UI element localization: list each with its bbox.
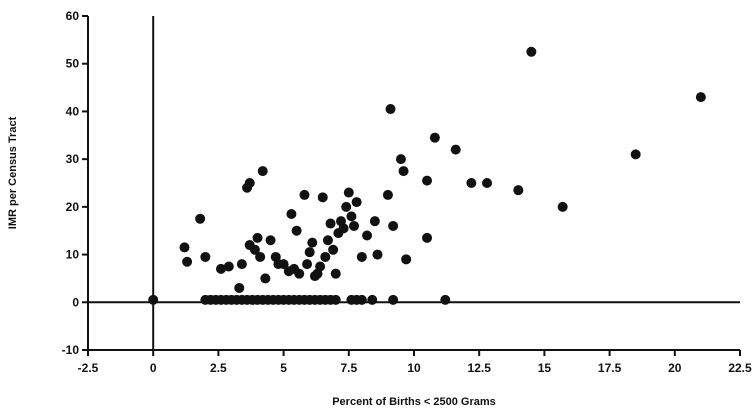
data-point	[317, 192, 328, 203]
data-points	[148, 46, 706, 305]
data-point	[223, 261, 234, 272]
data-point	[302, 259, 313, 270]
data-point	[395, 154, 406, 165]
data-point	[294, 268, 305, 279]
data-point	[513, 185, 524, 196]
x-tick-label: 7.5	[340, 361, 357, 375]
data-point	[304, 247, 315, 258]
data-point	[236, 259, 247, 270]
data-point	[557, 201, 568, 212]
x-tick-label: 0	[150, 361, 157, 375]
data-point	[249, 244, 260, 255]
data-point	[307, 237, 318, 248]
data-point	[216, 263, 227, 274]
data-point	[398, 166, 409, 177]
y-tick-label: 30	[66, 152, 80, 166]
data-point	[179, 242, 190, 253]
reference-lines	[87, 16, 740, 351]
data-point	[422, 232, 433, 243]
y-tick-label: 0	[72, 295, 79, 309]
y-axis-ticks: -10 0 10 20 30 40 50 60	[62, 9, 88, 357]
data-point	[356, 294, 367, 305]
data-point	[260, 273, 271, 284]
data-point	[234, 282, 245, 293]
data-point	[255, 251, 266, 262]
data-point	[341, 201, 352, 212]
y-axis-title: IMR per Census Tract	[7, 116, 19, 229]
data-point	[322, 235, 333, 246]
data-point	[388, 220, 399, 231]
y-tick-label: 40	[66, 104, 80, 118]
data-point	[440, 294, 451, 305]
x-tick-label: 15	[538, 361, 552, 375]
data-point	[372, 249, 383, 260]
data-point	[369, 216, 380, 227]
data-point	[265, 235, 276, 246]
x-tick-label: -2.5	[78, 361, 99, 375]
y-tick-label: 60	[66, 9, 80, 23]
data-point	[330, 294, 341, 305]
x-tick-label: 22.5	[728, 361, 752, 375]
x-tick-label: 20	[668, 361, 682, 375]
data-point	[388, 294, 399, 305]
data-point	[291, 225, 302, 236]
data-point	[450, 144, 461, 155]
x-axis-title: Percent of Births < 2500 Grams	[332, 396, 496, 408]
data-point	[320, 251, 331, 262]
data-point	[346, 211, 357, 222]
data-point	[200, 251, 211, 262]
x-axis-ticks: -2.5 0 2.5 5 7.5 10 12.5 15 17.5 20 22.5	[78, 350, 752, 375]
data-point	[148, 294, 159, 305]
data-point	[385, 104, 396, 115]
data-point	[429, 132, 440, 143]
data-point	[325, 218, 336, 229]
data-point	[257, 166, 268, 177]
y-tick-label: -10	[62, 343, 80, 357]
x-tick-label: 12.5	[468, 361, 492, 375]
data-point	[695, 92, 706, 103]
data-point	[182, 256, 193, 267]
x-tick-label: 10	[407, 361, 421, 375]
data-point	[362, 230, 373, 241]
data-point	[195, 213, 206, 224]
data-point	[244, 178, 255, 188]
data-point	[252, 232, 263, 243]
y-tick-label: 10	[66, 248, 80, 262]
x-tick-label: 17.5	[598, 361, 622, 375]
data-point	[422, 175, 433, 186]
data-point	[328, 244, 339, 255]
data-point	[278, 259, 289, 270]
data-point	[338, 223, 349, 234]
data-point	[466, 178, 477, 188]
data-point	[330, 268, 341, 279]
data-point	[367, 294, 378, 305]
data-point	[349, 220, 360, 231]
data-point	[351, 197, 362, 208]
data-point	[382, 189, 393, 200]
data-point	[482, 178, 493, 188]
data-point	[343, 187, 354, 198]
data-point	[630, 149, 641, 160]
data-point	[526, 46, 537, 57]
data-point	[299, 189, 310, 200]
data-point	[401, 254, 412, 265]
y-tick-label: 50	[66, 57, 80, 71]
y-tick-label: 20	[66, 200, 80, 214]
x-tick-label: 5	[280, 361, 287, 375]
x-tick-label: 2.5	[210, 361, 227, 375]
data-point	[315, 261, 326, 272]
data-point	[356, 251, 367, 262]
data-point	[286, 209, 297, 220]
